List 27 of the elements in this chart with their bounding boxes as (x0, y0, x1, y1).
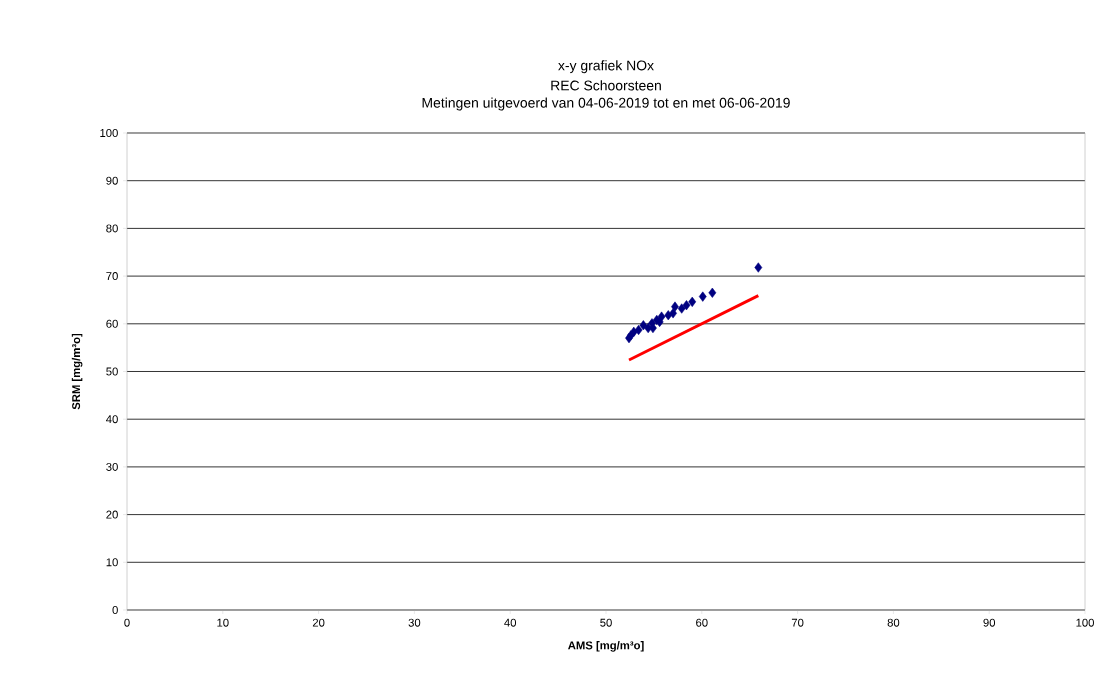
x-tick-label: 20 (312, 618, 325, 627)
x-tick-label: 60 (696, 618, 708, 627)
x-axis-title: AMS [mg/m³o] (568, 641, 644, 652)
x-tick-label: 0 (124, 618, 130, 627)
x-tick-label: 10 (217, 618, 229, 627)
text: Metingen uitgevoerd van 04-06-2019 tot en met 06-06-2019 (422, 97, 790, 111)
x-tick-label: 90 (983, 618, 996, 627)
x-tick-label: 80 (887, 618, 900, 627)
y-tick-label: 90 (106, 176, 118, 185)
y-tick-label: 10 (106, 558, 118, 567)
x-tick-label: 50 (600, 618, 612, 627)
x-tick-label: 100 (1076, 618, 1094, 627)
y-tick-label: 30 (106, 462, 118, 471)
y-tick-label: 100 (100, 129, 118, 137)
y-tick-label: 50 (106, 367, 118, 376)
y-tick-label: 80 (106, 224, 118, 233)
y-tick-label: 20 (106, 510, 118, 519)
y-tick-label: 60 (106, 319, 118, 328)
y-tick-label: 40 (106, 415, 118, 424)
x-tick-label: 40 (504, 618, 517, 627)
y-axis-title: SRM [mg/m³o] (71, 333, 83, 410)
chart-subtitle: REC Schoorsteen (551, 80, 661, 91)
chart-title: x-y grafiek NOx (558, 60, 654, 74)
y-tick-label: 0 (112, 606, 118, 614)
y-tick-label: 70 (106, 272, 118, 281)
x-tick-label: 30 (408, 618, 421, 627)
x-tick-label: 70 (791, 618, 804, 627)
